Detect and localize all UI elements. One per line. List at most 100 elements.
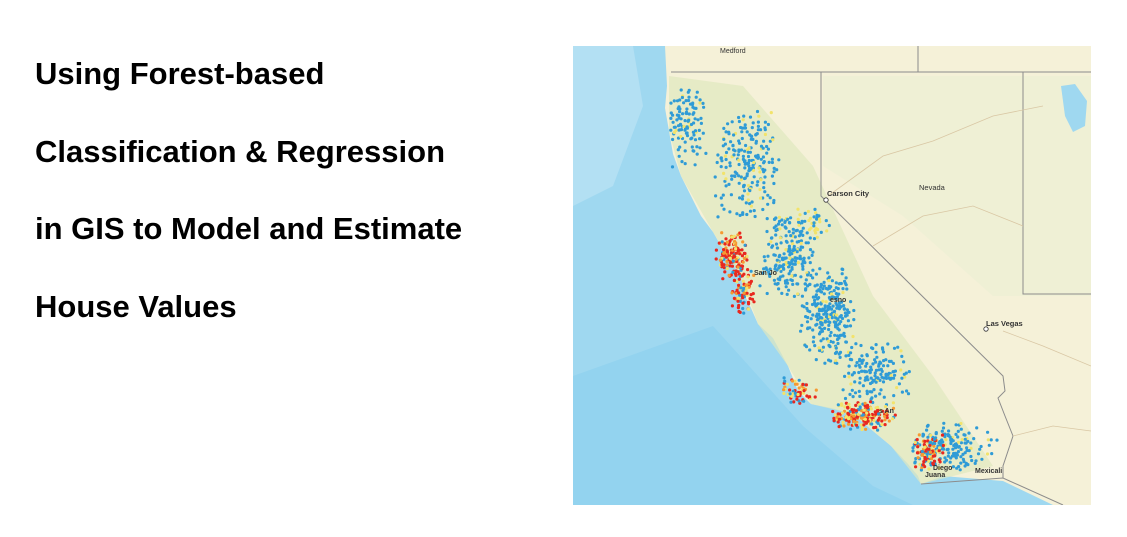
house-value-point — [742, 311, 746, 315]
house-value-point — [964, 461, 968, 465]
house-value-point — [889, 373, 893, 377]
house-value-point — [759, 144, 764, 148]
house-value-point — [795, 282, 799, 286]
house-value-point — [762, 255, 766, 259]
house-value-point — [872, 388, 876, 392]
house-value-point — [677, 116, 681, 120]
house-value-point — [741, 194, 745, 198]
house-value-point — [741, 154, 745, 158]
house-value-point — [937, 449, 941, 453]
house-value-point — [754, 139, 758, 143]
house-value-point — [811, 268, 815, 272]
house-value-point — [747, 164, 751, 168]
house-value-point — [759, 178, 763, 182]
house-value-point — [752, 273, 756, 277]
house-value-point — [812, 335, 816, 339]
house-value-point — [698, 137, 702, 141]
house-value-point — [775, 282, 779, 286]
house-value-point — [721, 193, 725, 197]
house-value-point — [832, 320, 836, 324]
slide-title: Using Forest-based Classification & Regr… — [35, 58, 535, 368]
house-value-point — [799, 329, 803, 333]
house-value-point — [893, 413, 897, 417]
house-value-point — [928, 441, 932, 445]
house-value-point — [687, 112, 691, 116]
house-value-point — [779, 241, 783, 245]
house-value-point — [884, 411, 888, 415]
house-value-point — [925, 428, 929, 432]
house-value-point — [860, 354, 864, 358]
house-value-point — [847, 371, 851, 375]
house-value-point — [893, 373, 897, 377]
house-value-point — [892, 346, 897, 350]
house-value-point — [811, 250, 815, 254]
house-value-point — [870, 412, 874, 417]
house-value-point — [811, 276, 815, 280]
house-value-point — [860, 409, 864, 413]
house-value-point — [791, 242, 795, 246]
house-value-point — [881, 347, 885, 351]
house-value-point — [829, 285, 833, 289]
house-value-point — [852, 318, 856, 322]
house-value-point — [932, 459, 936, 463]
house-value-point — [921, 432, 925, 436]
house-value-point — [814, 272, 818, 276]
house-value-point — [850, 345, 854, 350]
house-value-point — [965, 446, 969, 450]
house-value-point — [964, 441, 968, 445]
house-value-point — [775, 168, 779, 172]
house-value-point — [847, 420, 851, 424]
san-jose-label: San Jo — [754, 270, 777, 277]
house-value-point — [738, 252, 742, 256]
house-value-point — [849, 351, 853, 355]
house-value-point — [734, 243, 738, 247]
house-value-point — [818, 326, 822, 330]
house-value-point — [680, 95, 684, 100]
house-value-point — [930, 457, 934, 461]
house-value-point — [980, 457, 984, 461]
house-value-point — [865, 392, 869, 396]
house-value-point — [763, 132, 767, 137]
house-value-point — [693, 129, 698, 133]
house-value-point — [880, 375, 884, 379]
house-value-point — [773, 264, 777, 268]
house-value-point — [765, 151, 769, 155]
house-value-point — [744, 143, 748, 148]
house-value-point — [836, 420, 840, 424]
house-value-point — [850, 408, 854, 412]
house-value-point — [741, 279, 745, 283]
house-value-point — [802, 399, 806, 403]
house-value-point — [925, 452, 929, 456]
fresno-label: esno — [830, 297, 846, 304]
house-value-point — [864, 376, 868, 380]
house-value-point — [880, 423, 884, 427]
house-value-point — [740, 197, 744, 201]
house-value-point — [811, 313, 815, 317]
house-value-point — [720, 159, 724, 163]
house-value-point — [846, 319, 850, 323]
house-value-point — [801, 233, 805, 237]
house-value-point — [866, 406, 870, 410]
house-value-point — [907, 370, 911, 374]
house-value-point — [874, 380, 878, 384]
house-value-point — [678, 145, 682, 149]
house-value-point — [844, 401, 848, 405]
house-value-point — [781, 274, 785, 278]
house-value-point — [834, 286, 838, 290]
house-value-point — [868, 400, 873, 404]
house-value-point — [727, 132, 731, 136]
house-value-point — [731, 259, 735, 263]
house-value-point — [954, 446, 958, 450]
house-value-point — [772, 166, 776, 170]
house-value-point — [946, 447, 950, 451]
house-value-point — [828, 320, 832, 324]
house-value-point — [745, 212, 749, 217]
house-value-point — [795, 228, 799, 232]
house-value-point — [865, 411, 869, 415]
house-value-point — [812, 215, 816, 219]
house-value-point — [836, 412, 840, 416]
house-value-point — [828, 297, 832, 301]
house-value-point — [787, 230, 791, 234]
house-value-point — [685, 134, 690, 138]
house-value-point — [741, 296, 745, 300]
